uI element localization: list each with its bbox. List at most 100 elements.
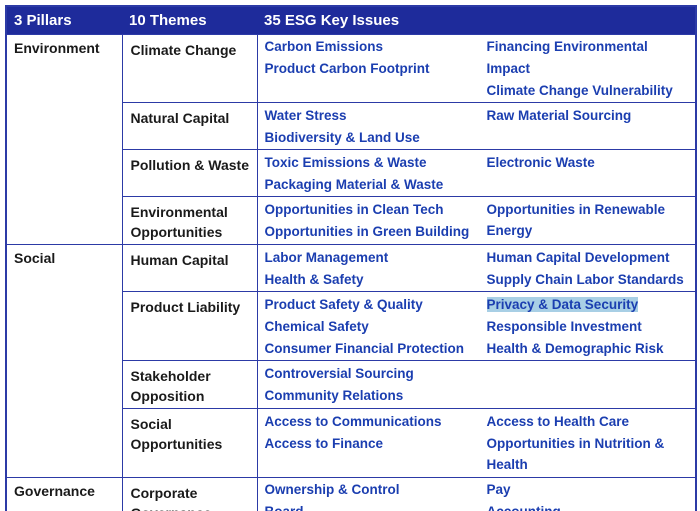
key-issue-label: Opportunities in Renewable Energy: [486, 201, 666, 239]
header-themes: 10 Themes: [122, 6, 257, 34]
theme-cell: Stakeholder Opposition: [121, 360, 258, 409]
theme-row: Natural Capital Water Stress Biodiversity …: [6, 102, 697, 150]
key-issue: Opportunities in Renewable Energy: [487, 198, 694, 242]
issues-cell: Product Safety & Quality Chemical Safety C…: [256, 291, 697, 361]
esg-table-body: Environment Climate Change Carbon Emission…: [5, 33, 697, 511]
theme-cell: Climate Change: [121, 33, 258, 103]
theme-cell: Corporate Governance: [121, 476, 258, 511]
key-issue: Financing Environmental Impact: [487, 36, 694, 80]
key-issue: Opportunities in Green Building: [265, 220, 487, 242]
key-issue-label: Opportunities in Nutrition & Health: [486, 435, 665, 473]
theme-row: Product Liability Product Safety & Qualit…: [6, 291, 697, 361]
key-issue-label: Opportunities in Clean Tech: [264, 201, 444, 217]
key-issue: Access to Finance: [265, 432, 487, 454]
key-issue-label: Opportunities in Green Building: [264, 223, 470, 239]
key-issue: Board: [265, 501, 487, 511]
issues-cell: Controversial Sourcing Community Relation…: [256, 360, 697, 409]
key-issue-label: Board: [265, 504, 304, 511]
key-issue: Climate Change Vulnerability: [487, 79, 694, 101]
key-issue-label: Human Capital Development: [486, 249, 670, 265]
key-issue: Product Safety & Quality: [265, 293, 487, 315]
key-issue-label: Ownership & Control: [264, 482, 400, 497]
key-issue-label: Responsible Investment: [486, 318, 642, 334]
key-issue: Privacy & Data Security: [486, 293, 694, 315]
key-issue-label: Accounting: [487, 504, 561, 511]
key-issue-label: Health & Safety: [264, 271, 364, 287]
key-issue: Toxic Emissions & Waste: [265, 151, 487, 173]
key-issue-label: Biodiversity & Land Use: [264, 129, 420, 145]
key-issue: Ownership & Control: [265, 479, 487, 501]
table-header: 3 Pillars 10 Themes 35 ESG Key Issues: [6, 6, 696, 34]
theme-row: Stakeholder Opposition Controversial Sour…: [6, 360, 697, 409]
key-issue: Supply Chain Labor Standards: [487, 268, 694, 290]
key-issue-label-highlighted: Privacy & Data Security: [486, 296, 639, 312]
key-issue: Packaging Material & Waste: [265, 173, 487, 195]
key-issue-label: Consumer Financial Protection: [264, 340, 465, 356]
key-issue-label: Electronic Waste: [486, 154, 595, 170]
key-issue: Water Stress: [265, 104, 487, 126]
header-row: 3 Pillars 10 Themes 35 ESG Key Issues: [6, 6, 696, 34]
issues-cell: Access to Communications Access to Financ…: [256, 408, 697, 478]
key-issue-label: Product Safety & Quality: [264, 296, 423, 312]
key-issue-label: Climate Change Vulnerability: [486, 82, 673, 98]
key-issue: Labor Management: [265, 246, 487, 268]
theme-cell: Social Opportunities: [121, 408, 258, 478]
key-issue: Biodiversity & Land Use: [265, 126, 487, 148]
issues-cell: Ownership & Control Board Pay Accounting: [256, 476, 697, 511]
key-issue: Responsible Investment: [487, 315, 694, 337]
key-issue: Carbon Emissions: [265, 36, 487, 58]
theme-cell: Human Capital: [121, 244, 258, 292]
key-issue: Opportunities in Nutrition & Health: [487, 432, 694, 476]
key-issue-label: Carbon Emissions: [264, 39, 384, 54]
key-issue: Consumer Financial Protection: [265, 337, 487, 359]
key-issue-label: Pay: [486, 482, 511, 497]
key-issue: Community Relations: [265, 384, 487, 406]
theme-row: Social Human Capital Labor Management Healt…: [5, 244, 697, 478]
key-issue-label: Packaging Material & Waste: [264, 176, 444, 192]
theme-row: Pollution & Waste Toxic Emissions & Waste…: [6, 149, 697, 197]
key-issue-label: Toxic Emissions & Waste: [264, 154, 427, 170]
pillar-cell: Governance: [5, 476, 123, 511]
issues-cell: Water Stress Biodiversity & Land Use Raw M…: [256, 102, 697, 150]
key-issue-label: Access to Finance: [264, 435, 384, 451]
theme-row: Environment Climate Change Carbon Emission…: [5, 33, 697, 245]
key-issue: Chemical Safety: [265, 315, 487, 337]
key-issue-label: Product Carbon Footprint: [264, 61, 430, 76]
key-issue-label: Controversial Sourcing: [264, 365, 414, 381]
key-issue: Access to Health Care: [487, 410, 694, 432]
theme-cell: Environmental Opportunities: [121, 196, 258, 245]
key-issue-label: Access to Health Care: [486, 413, 630, 429]
esg-key-issues-table: 3 Pillars 10 Themes 35 ESG Key Issues En…: [5, 5, 697, 511]
issues-cell: Carbon Emissions Product Carbon Footprint…: [256, 33, 697, 103]
theme-row: Environmental Opportunities Opportunities…: [6, 196, 697, 245]
key-issue: Health & Demographic Risk: [487, 337, 694, 359]
key-issue: Pay: [487, 479, 694, 501]
key-issue: Controversial Sourcing: [265, 362, 487, 384]
header-issues: 35 ESG Key Issues: [257, 6, 696, 34]
key-issue-label: Labor Management: [264, 249, 389, 265]
pillar-cell: Environment: [5, 33, 123, 245]
key-issue: Human Capital Development: [487, 246, 694, 268]
key-issue: Opportunities in Clean Tech: [265, 198, 487, 220]
key-issue-label: Chemical Safety: [264, 318, 369, 334]
key-issue: Electronic Waste: [487, 151, 694, 173]
issues-cell: Opportunities in Clean Tech Opportunities…: [256, 196, 697, 245]
key-issue-label: Community Relations: [264, 387, 404, 403]
header-pillars: 3 Pillars: [6, 6, 122, 34]
key-issue-label: Financing Environmental Impact: [486, 39, 648, 76]
key-issue: Product Carbon Footprint: [265, 58, 487, 80]
key-issue: Access to Communications: [265, 410, 487, 432]
key-issue: Accounting: [487, 501, 694, 511]
key-issue-label: Access to Communications: [264, 413, 442, 429]
key-issue: Health & Safety: [265, 268, 487, 290]
issues-cell: Labor Management Health & Safety Human Cap…: [256, 244, 697, 292]
pillar-cell: Social: [5, 244, 123, 478]
theme-cell: Natural Capital: [121, 102, 258, 150]
theme-cell: Pollution & Waste: [121, 149, 258, 197]
key-issue: Raw Material Sourcing: [487, 104, 694, 126]
key-issue-label: Supply Chain Labor Standards: [486, 271, 684, 287]
theme-cell: Product Liability: [121, 291, 258, 361]
issues-cell: Toxic Emissions & Waste Packaging Materia…: [256, 149, 697, 197]
